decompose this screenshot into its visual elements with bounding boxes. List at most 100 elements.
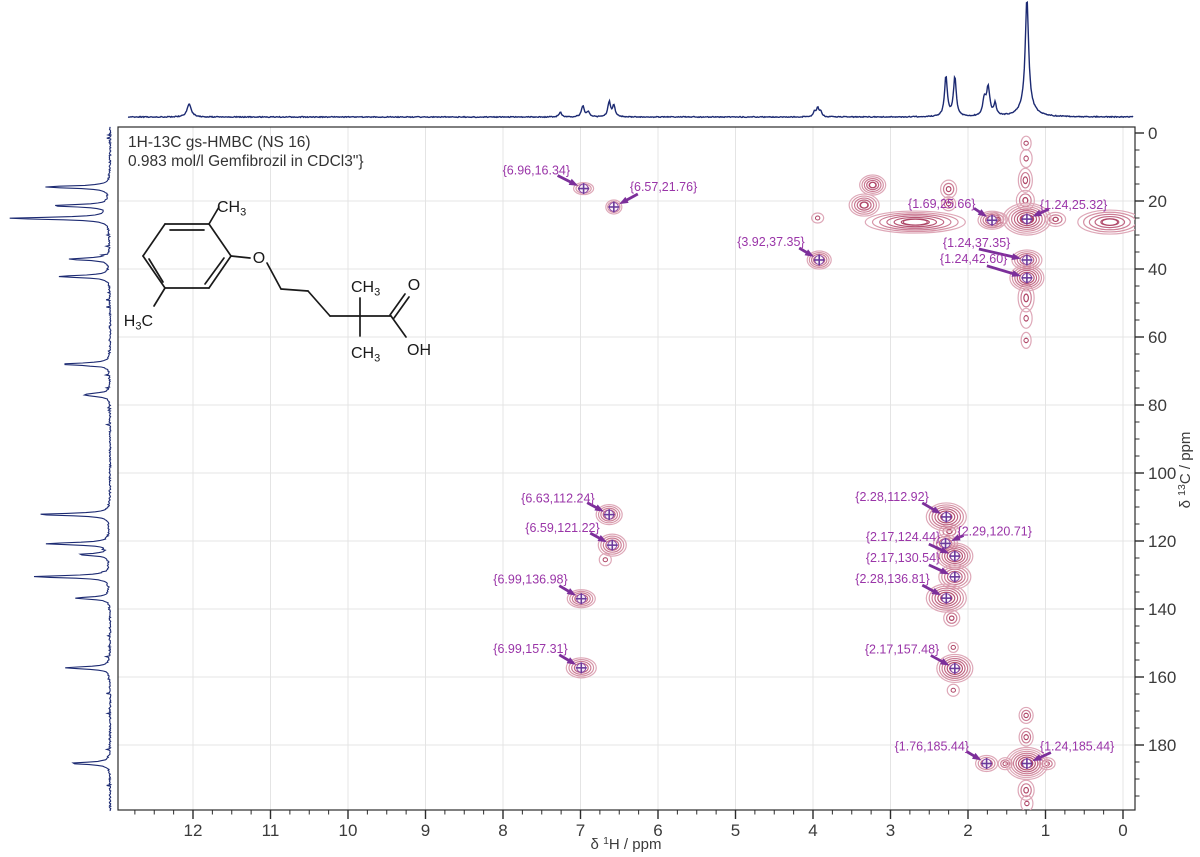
peak-cross-marker <box>949 571 961 583</box>
peak-annotation[interactable]: {6.99,157.31} <box>493 642 577 665</box>
peak-label[interactable]: {6.99,157.31} <box>493 642 567 656</box>
y-tick-label: 180 <box>1148 736 1176 755</box>
contour-blob <box>1077 209 1135 235</box>
contour-blob <box>1020 135 1032 151</box>
proton-trace-path <box>127 1 1134 119</box>
peak-cross-marker <box>606 539 618 551</box>
x-tick-label: 1 <box>1041 821 1050 840</box>
contour-blob <box>848 193 880 217</box>
x-tick-label: 0 <box>1118 821 1127 840</box>
peak-annotation[interactable]: {1.24,42.60} <box>940 252 1022 277</box>
peak-annotation[interactable]: {2.17,124.44} <box>866 530 950 554</box>
peak-cross-marker <box>949 550 961 562</box>
carbon-projection-trace <box>9 126 113 812</box>
peak-annotation[interactable]: {6.59,121.22} <box>525 521 608 543</box>
peak-label[interactable]: {1.24,185.44} <box>1040 739 1114 753</box>
peak-cross-marker <box>949 662 961 674</box>
y-tick-label: 20 <box>1148 192 1167 211</box>
contour-blob <box>940 179 958 199</box>
bond-line <box>142 223 166 257</box>
peak-annotation[interactable]: {2.28,136.81} <box>855 572 942 596</box>
peak-annotation[interactable]: {6.63,112.24} <box>521 492 604 512</box>
peak-cross-marker <box>940 511 952 523</box>
peak-label[interactable]: {2.17,130.54} <box>866 551 940 565</box>
molecule-structure[interactable]: CH3 H3C O CH3 CH3 O OH <box>124 199 431 365</box>
peak-label[interactable]: {2.17,157.48} <box>865 642 939 656</box>
peak-annotation[interactable]: {1.76,185.44} <box>895 739 982 761</box>
peak-annotation[interactable]: {1.69,25.66} <box>908 197 988 217</box>
peak-label[interactable]: {1.24,25.32} <box>1040 198 1107 212</box>
peak-cross-marker <box>603 509 615 521</box>
peak-label[interactable]: {1.76,185.44} <box>895 739 969 753</box>
peak-annotation[interactable]: {2.17,130.54} <box>866 551 950 575</box>
peak-annotation[interactable]: {1.24,37.35} <box>943 236 1022 260</box>
contour-blob <box>1018 706 1034 725</box>
peak-annotation[interactable]: {3.92,37.35} <box>737 235 815 257</box>
peak-cross-marker <box>986 214 998 226</box>
peak-annotation[interactable]: {6.96,16.34} <box>503 164 579 186</box>
y-tick-label: 160 <box>1148 668 1176 687</box>
contour-blob <box>947 641 959 654</box>
x-tick-label: 6 <box>653 821 662 840</box>
axis-titles: δ 1H / ppm δ 13C / ppm <box>591 432 1194 853</box>
peak-annotation[interactable]: {2.17,157.48} <box>865 642 950 666</box>
peak-annotations[interactable]: {6.96,16.34} {6.57,21.76} {1.69,25.66} {1.2… <box>493 164 1114 761</box>
peak-annotation[interactable]: {6.57,21.76} <box>619 180 697 205</box>
peak-label[interactable]: {6.59,121.22} <box>525 521 599 535</box>
peak-label[interactable]: {6.99,136.98} <box>493 573 567 587</box>
contour-blob <box>997 757 1013 771</box>
contour-blob <box>1017 779 1035 801</box>
bond-line <box>142 255 166 289</box>
peak-cross-marker <box>940 537 952 549</box>
bond-line <box>307 290 331 317</box>
peak-label[interactable]: {6.57,21.76} <box>630 180 697 194</box>
title-block: 1H-13C gs-HMBC (NS 16) 0.983 mol/l Gemfi… <box>128 134 364 170</box>
contour-blob <box>943 609 961 627</box>
proton-projection-trace <box>127 1 1134 119</box>
peak-label[interactable]: {1.69,25.66} <box>908 197 975 211</box>
peak-label[interactable]: {3.92,37.35} <box>737 235 804 249</box>
bond-line <box>393 296 410 319</box>
atom-label-methyl-bottom: H3C <box>124 313 153 333</box>
peak-annotation[interactable]: {2.28,112.92} <box>855 490 942 514</box>
contour-blob <box>864 210 966 234</box>
peak-annotation[interactable]: {1.24,25.32} <box>1032 198 1107 217</box>
contour-blob <box>1017 167 1033 193</box>
peak-label[interactable]: {2.29,120.71} <box>958 524 1032 538</box>
peak-label[interactable]: {2.28,112.92} <box>855 490 928 504</box>
x-tick-label: 12 <box>184 821 203 840</box>
contour-blob <box>1020 331 1032 349</box>
peak-cross-marker <box>608 201 620 213</box>
peak-annotation[interactable]: {2.29,120.71} <box>951 524 1032 541</box>
peak-label[interactable]: {1.24,37.35} <box>943 236 1010 250</box>
bond-line <box>266 262 282 290</box>
bond-line <box>208 206 220 225</box>
peak-label[interactable]: {2.28,136.81} <box>855 572 929 586</box>
peak-label[interactable]: {6.96,16.34} <box>503 164 570 178</box>
peak-cross-marker <box>1021 272 1033 284</box>
bond-line <box>153 287 166 307</box>
contour-blob <box>859 174 887 196</box>
y-tick-label: 40 <box>1148 260 1167 279</box>
x-axis-title: δ 1H / ppm <box>591 835 662 853</box>
contour-blob <box>811 212 825 224</box>
peak-cross-marker <box>813 254 825 266</box>
peak-annotation[interactable]: {1.24,185.44} <box>1032 739 1114 761</box>
y-tick-label: 140 <box>1148 600 1176 619</box>
atom-label-hydroxyl: OH <box>407 342 431 359</box>
peak-cross-markers <box>575 183 1033 769</box>
peak-label[interactable]: {1.24,42.60} <box>940 252 1007 266</box>
peak-annotation[interactable]: {6.99,136.98} <box>493 573 577 596</box>
y-tick-label: 0 <box>1148 124 1157 143</box>
peak-cross-marker <box>1021 254 1033 266</box>
x-tick-label: 7 <box>576 821 585 840</box>
atom-label-methyl-top: CH3 <box>217 199 246 219</box>
peak-label[interactable]: {6.63,112.24} <box>521 492 594 506</box>
contour-blob <box>1044 211 1067 227</box>
x-tick-label: 9 <box>421 821 430 840</box>
bond-line <box>390 315 407 338</box>
peak-label[interactable]: {2.17,124.44} <box>866 530 940 544</box>
peak-cross-marker <box>575 662 587 674</box>
experiment-title: 1H-13C gs-HMBC (NS 16) <box>128 134 311 151</box>
